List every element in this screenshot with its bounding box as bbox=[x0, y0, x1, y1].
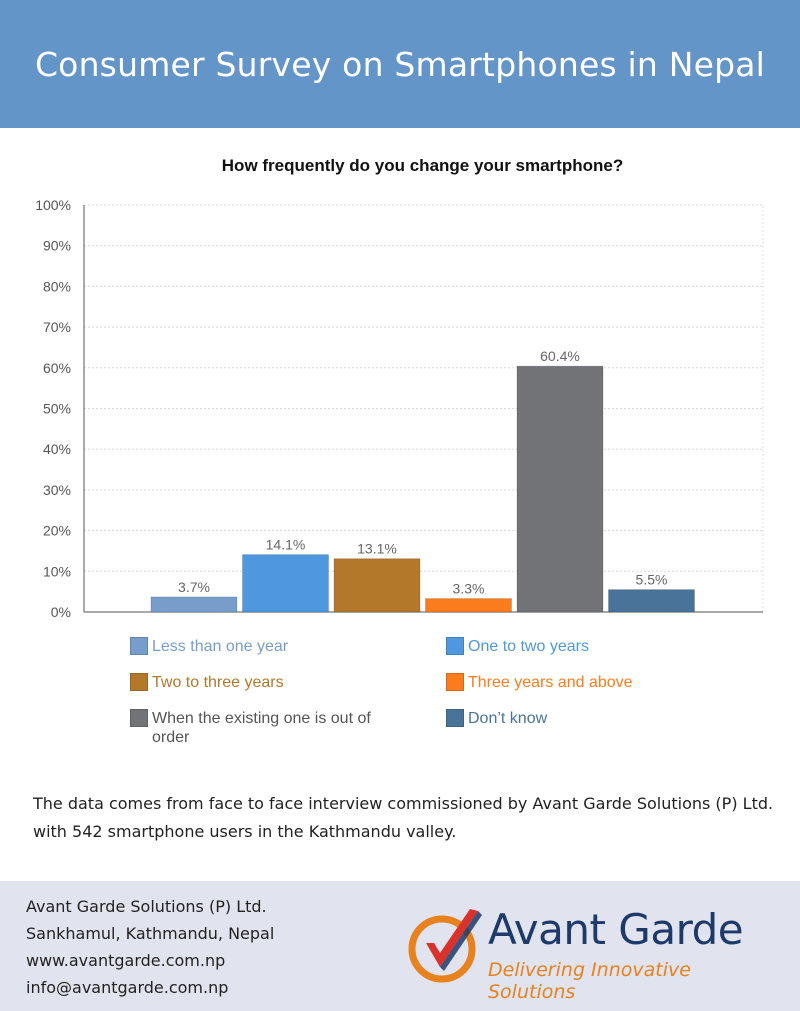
y-tick-label: 30% bbox=[43, 482, 71, 498]
y-tick-label: 0% bbox=[51, 604, 71, 620]
legend-item: One to two years bbox=[446, 637, 766, 656]
y-tick-label: 80% bbox=[43, 278, 71, 294]
legend-item: Two to three years bbox=[130, 673, 450, 692]
y-tick-label: 90% bbox=[43, 238, 71, 254]
legend-label: One to two years bbox=[468, 638, 589, 655]
avant-garde-logo: Avant Garde Delivering Innovative Soluti… bbox=[404, 903, 764, 1003]
survey-note-line-2: with 542 smartphone users in the Kathman… bbox=[33, 822, 457, 841]
legend-swatch bbox=[446, 709, 464, 727]
legend-label: Two to three years bbox=[152, 674, 284, 691]
bar-value-label: 3.3% bbox=[453, 581, 485, 597]
y-tick-label: 50% bbox=[43, 401, 71, 417]
bar-value-label: 5.5% bbox=[636, 572, 668, 588]
bar-value-label: 13.1% bbox=[357, 541, 397, 557]
legend-label: Three years and above bbox=[468, 674, 633, 691]
legend-item: When the existing one is out of order bbox=[130, 709, 380, 747]
legend-swatch bbox=[446, 673, 464, 691]
bar bbox=[425, 598, 512, 613]
bar-value-label: 14.1% bbox=[266, 537, 306, 553]
legend-label: When the existing one is out of order bbox=[152, 710, 371, 746]
y-tick-label: 60% bbox=[43, 360, 71, 376]
company-name: Avant Garde Solutions (P) Ltd. bbox=[26, 897, 267, 916]
y-tick-label: 40% bbox=[43, 441, 71, 457]
legend-item: Less than one year bbox=[130, 637, 450, 656]
legend-swatch bbox=[130, 709, 148, 727]
y-tick-label: 20% bbox=[43, 523, 71, 539]
bar bbox=[608, 589, 695, 613]
bar-value-label: 60.4% bbox=[540, 348, 580, 364]
company-email-link[interactable]: info@avantgarde.com.np bbox=[26, 978, 229, 997]
bar-value-label: 3.7% bbox=[178, 579, 210, 595]
legend-swatch bbox=[130, 637, 148, 655]
checkmark-logo-icon bbox=[408, 909, 482, 983]
page-header: Consumer Survey on Smartphones in Nepal bbox=[0, 0, 800, 128]
company-website-link[interactable]: www.avantgarde.com.np bbox=[26, 951, 226, 970]
legend-swatch bbox=[446, 637, 464, 655]
bar bbox=[333, 558, 421, 613]
page-title: Consumer Survey on Smartphones in Nepal bbox=[34, 44, 766, 84]
bar bbox=[242, 554, 329, 613]
bar bbox=[150, 596, 238, 613]
legend-label: Don’t know bbox=[468, 710, 548, 727]
bar bbox=[516, 365, 604, 613]
legend-item: Three years and above bbox=[446, 673, 766, 692]
y-tick-label: 100% bbox=[35, 197, 71, 213]
legend-item: Don’t know bbox=[446, 709, 766, 728]
company-address: Sankhamul, Kathmandu, Nepal bbox=[26, 924, 275, 943]
chart-title: How frequently do you change your smartp… bbox=[221, 156, 624, 175]
contact-block: Avant Garde Solutions (P) Ltd. Sankhamul… bbox=[26, 893, 274, 1001]
y-tick-label: 10% bbox=[43, 563, 71, 579]
logo-tagline: Delivering Innovative Solutions bbox=[488, 959, 691, 1003]
legend-label: Less than one year bbox=[152, 638, 289, 655]
survey-note-line-1: The data comes from face to face intervi… bbox=[33, 794, 774, 813]
bar-chart: 0% 10% 20% 30% 40% 50% 60% 70% 80% 90% 100% 3.7% 14.… bbox=[35, 197, 764, 620]
y-tick-label: 70% bbox=[43, 319, 71, 335]
legend-swatch bbox=[130, 673, 148, 691]
footer: Avant Garde Solutions (P) Ltd. Sankhamul… bbox=[0, 881, 800, 1011]
survey-note: The data comes from face to face intervi… bbox=[33, 790, 783, 846]
logo-name: Avant Garde bbox=[488, 905, 744, 954]
